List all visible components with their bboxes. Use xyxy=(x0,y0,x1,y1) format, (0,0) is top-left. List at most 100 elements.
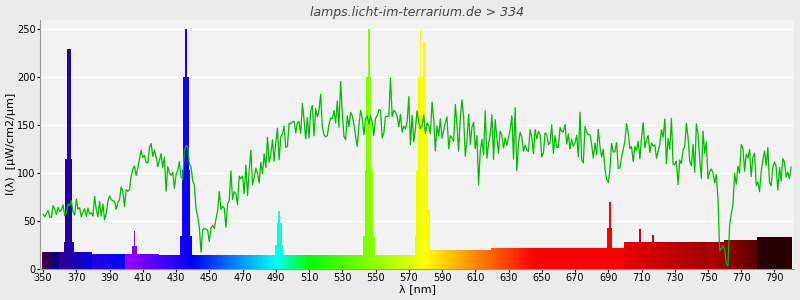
Bar xyxy=(541,248,542,269)
Bar xyxy=(554,248,556,269)
Bar xyxy=(521,248,522,269)
Bar xyxy=(340,256,342,269)
Bar xyxy=(646,242,647,269)
Bar xyxy=(644,242,646,269)
Bar xyxy=(198,256,200,269)
Bar xyxy=(604,248,606,269)
Bar xyxy=(430,250,431,269)
Bar xyxy=(202,256,203,269)
Bar xyxy=(291,256,294,269)
Bar xyxy=(142,254,144,269)
Bar xyxy=(740,240,742,269)
Bar xyxy=(345,256,346,269)
Bar xyxy=(478,250,479,269)
Bar xyxy=(567,248,570,269)
Bar xyxy=(496,248,498,269)
Bar xyxy=(386,256,388,269)
Bar xyxy=(556,248,558,269)
Bar xyxy=(303,256,305,269)
Bar xyxy=(618,248,619,269)
Bar xyxy=(622,248,624,269)
Bar xyxy=(393,256,394,269)
Bar xyxy=(722,242,724,269)
Bar xyxy=(157,254,158,269)
Bar xyxy=(499,248,501,269)
Bar xyxy=(438,250,439,269)
Bar xyxy=(704,242,706,269)
Bar xyxy=(95,254,97,269)
Bar xyxy=(501,248,502,269)
Bar xyxy=(54,252,55,269)
Bar xyxy=(590,248,593,269)
Bar xyxy=(225,256,226,269)
Bar xyxy=(187,77,189,269)
Bar xyxy=(234,256,235,269)
Bar xyxy=(551,248,553,269)
Bar xyxy=(94,254,95,269)
Bar xyxy=(426,124,428,269)
Bar xyxy=(230,256,232,269)
Bar xyxy=(315,256,317,269)
Bar xyxy=(84,252,86,269)
Bar xyxy=(682,242,684,269)
Bar xyxy=(662,242,664,269)
Bar xyxy=(707,242,709,269)
Bar xyxy=(385,256,386,269)
Bar xyxy=(593,248,594,269)
Bar xyxy=(559,248,561,269)
Bar xyxy=(754,240,755,269)
Bar xyxy=(175,256,177,269)
Bar xyxy=(752,240,754,269)
Bar xyxy=(370,77,371,269)
Bar xyxy=(81,252,82,269)
Bar xyxy=(55,252,58,269)
Bar xyxy=(147,254,149,269)
Bar xyxy=(90,252,92,269)
Bar xyxy=(419,29,422,269)
Bar xyxy=(571,248,573,269)
Bar xyxy=(195,256,197,269)
Bar xyxy=(278,212,280,269)
Bar xyxy=(220,256,222,269)
Bar xyxy=(686,242,687,269)
Bar xyxy=(322,256,323,269)
Bar xyxy=(757,237,758,269)
Bar xyxy=(117,254,118,269)
Bar xyxy=(786,237,787,269)
Bar xyxy=(453,250,454,269)
Bar xyxy=(365,170,366,269)
Bar xyxy=(333,256,335,269)
Bar xyxy=(413,256,414,269)
Bar xyxy=(61,252,62,269)
Bar xyxy=(265,256,266,269)
Bar xyxy=(466,250,468,269)
Bar xyxy=(621,248,622,269)
Bar xyxy=(744,240,746,269)
Bar xyxy=(174,256,175,269)
Bar xyxy=(422,77,423,269)
Bar xyxy=(390,256,391,269)
Bar xyxy=(226,256,229,269)
Bar xyxy=(92,254,94,269)
Bar xyxy=(434,250,436,269)
Bar xyxy=(582,248,584,269)
Bar xyxy=(433,250,434,269)
Bar xyxy=(242,256,243,269)
Bar xyxy=(374,256,377,269)
Bar xyxy=(388,256,390,269)
Bar xyxy=(338,256,340,269)
Bar xyxy=(606,248,607,269)
Bar xyxy=(146,254,147,269)
Bar xyxy=(298,256,300,269)
Bar xyxy=(726,240,727,269)
Bar xyxy=(351,256,353,269)
Bar xyxy=(574,248,576,269)
Bar xyxy=(530,248,531,269)
Bar xyxy=(782,237,784,269)
Bar xyxy=(612,248,614,269)
Bar xyxy=(354,256,357,269)
Bar xyxy=(481,250,482,269)
Bar xyxy=(356,256,358,269)
Bar xyxy=(462,250,465,269)
Bar xyxy=(44,252,46,269)
